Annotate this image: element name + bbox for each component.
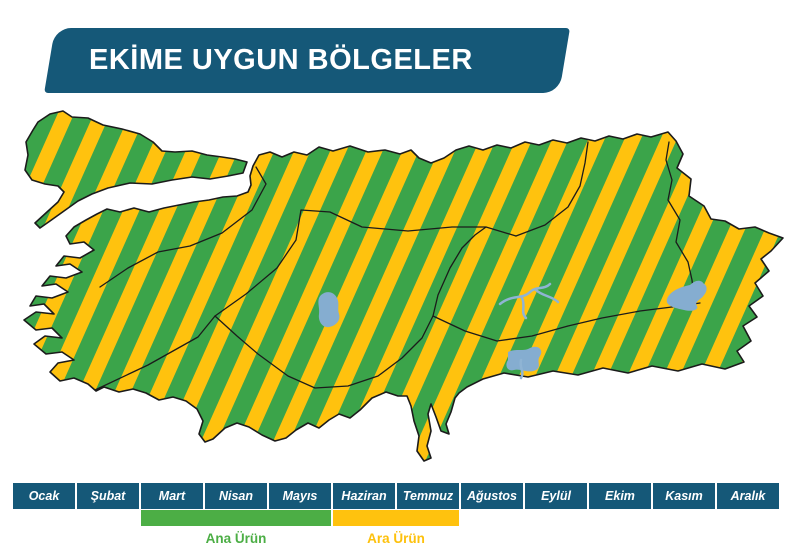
- lake-keban-branch-east: [534, 288, 560, 304]
- region-border-southeast: [432, 302, 701, 342]
- lake-van: [666, 280, 707, 311]
- lake-keban-dam: [498, 282, 552, 306]
- month-cell-eylul: Eylül: [525, 483, 587, 509]
- ana-urun-bar: [141, 510, 331, 526]
- lake-tuz: [318, 292, 340, 328]
- month-cell-agustos: Ağustos: [461, 483, 523, 509]
- month-cell-mayis: Mayıs: [269, 483, 331, 509]
- month-cell-ekim: Ekim: [589, 483, 651, 509]
- lake-ataturk-dam: [506, 346, 542, 372]
- month-cell-kasim: Kasım: [653, 483, 715, 509]
- region-border-marmara: [99, 166, 267, 288]
- month-cell-mart: Mart: [141, 483, 203, 509]
- ara-urun-bar: [333, 510, 459, 526]
- region-border-blacksea-east: [515, 141, 589, 237]
- region-border-northeast: [665, 141, 695, 299]
- month-cell-ocak: Ocak: [13, 483, 75, 509]
- month-cell-temmuz: Temmuz: [397, 483, 459, 509]
- lake-keban-branch-south: [520, 296, 528, 320]
- month-cell-aralik: Aralık: [717, 483, 779, 509]
- month-timeline: Ocak Şubat Mart Nisan Mayıs Haziran Temm…: [13, 483, 779, 509]
- month-cell-nisan: Nisan: [205, 483, 267, 509]
- lake-ataturk-tail: [519, 358, 524, 380]
- anatolia-landmass: [23, 131, 784, 462]
- ana-urun-label: Ana Ürün: [205, 531, 267, 546]
- month-cell-haziran: Haziran: [333, 483, 395, 509]
- region-border-aegean-central: [94, 209, 517, 391]
- month-cell-subat: Şubat: [77, 483, 139, 509]
- region-border-mediterranean: [214, 226, 487, 389]
- thrace-landmass: [24, 110, 248, 229]
- ara-urun-label: Ara Ürün: [367, 531, 425, 546]
